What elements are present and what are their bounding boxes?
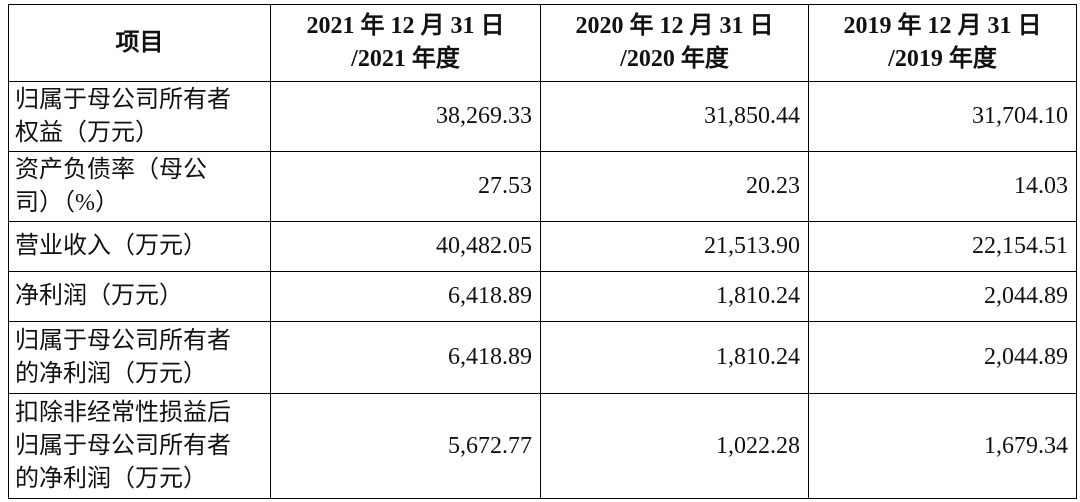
cell-text: 2,044.89 <box>984 344 1068 370</box>
row-label: 扣除非经常性损益后 归属于母公司所有者 的净利润（万元） <box>8 393 271 499</box>
value-cell: 2,044.89 <box>808 271 1077 322</box>
value-cell: 14.03 <box>808 151 1077 222</box>
cell-text: 5,672.77 <box>448 432 532 459</box>
cell-text: 40,482.05 <box>436 233 532 259</box>
value-cell: 2,044.89 <box>808 321 1077 394</box>
cell-text: 31,704.10 <box>972 103 1068 129</box>
table-row: 归属于母公司所有者 权益（万元） 38,269.33 31,850.44 31,704.… <box>8 81 1077 152</box>
header-cell: 2019 年 12 月 31 日/2019 年度 <box>808 4 1077 82</box>
financial-table: 项目 2021 年 12 月 31 日/2021 年度 2020 年 12 月 31… <box>8 4 1077 499</box>
cell-text: 1,022.28 <box>716 432 800 459</box>
header-row: 项目 2021 年 12 月 31 日/2021 年度 2020 年 12 月 31… <box>8 4 1077 82</box>
value-cell: 22,154.51 <box>808 221 1077 272</box>
table-row: 归属于母公司所有者 的净利润（万元） 6,418.89 1,810.24 2,044.8… <box>8 321 1077 394</box>
cell-text: /2019 年度 <box>888 46 997 72</box>
header-cell: 2020 年 12 月 31 日/2020 年度 <box>540 4 809 82</box>
value-cell: 1,810.24 <box>540 321 809 394</box>
value-cell: 40,482.05 <box>270 221 541 272</box>
value-cell: 6,418.89 <box>270 271 541 322</box>
row-label: 资产负债率（母公 司）（%） <box>8 151 271 222</box>
table-row: 营业收入（万元） 40,482.05 21,513.90 22,154.51 <box>8 221 1077 272</box>
cell-text: 的净利润（万元） <box>15 465 207 492</box>
cell-text: 14.03 <box>1014 173 1068 199</box>
row-label: 营业收入（万元） <box>8 221 271 272</box>
cell-text: 20.23 <box>746 173 800 199</box>
value-cell: 38,269.33 <box>270 81 541 152</box>
value-cell: 31,704.10 <box>808 81 1077 152</box>
table-body: 归属于母公司所有者 权益（万元） 38,269.33 31,850.44 31,704.… <box>8 81 1077 499</box>
cell-text: /2021 年度 <box>351 46 460 72</box>
cell-text: 1,810.24 <box>716 344 800 370</box>
value-cell: 1,022.28 <box>540 393 809 499</box>
table-row: 扣除非经常性损益后 归属于母公司所有者 的净利润（万元） 5,672.77 1,022.… <box>8 393 1077 499</box>
cell-text: 1,679.34 <box>984 432 1068 459</box>
cell-text: 权益（万元） <box>15 119 159 146</box>
header-cell: 项目 <box>8 4 271 82</box>
value-cell: 31,850.44 <box>540 81 809 152</box>
cell-text: 27.53 <box>478 173 532 199</box>
row-label: 归属于母公司所有者 权益（万元） <box>8 81 271 152</box>
cell-text: 2,044.89 <box>984 283 1068 309</box>
cell-text: 22,154.51 <box>972 233 1068 259</box>
value-cell: 5,672.77 <box>270 393 541 499</box>
cell-text: 2020 年 12 月 31 日 <box>575 13 774 39</box>
value-cell: 6,418.89 <box>270 321 541 394</box>
cell-text: 21,513.90 <box>704 233 800 259</box>
cell-text: 司）（%） <box>15 189 119 216</box>
cell-text: 38,269.33 <box>436 103 532 129</box>
cell-text: 6,418.89 <box>448 283 532 309</box>
cell-text: 1,810.24 <box>716 283 800 309</box>
cell-text: 6,418.89 <box>448 344 532 370</box>
cell-text: 2019 年 12 月 31 日 <box>843 13 1042 39</box>
cell-text: 归属于母公司所有者 <box>15 86 231 113</box>
cell-text: 的净利润（万元） <box>15 360 207 387</box>
cell-text: 净利润（万元） <box>15 283 183 309</box>
value-cell: 27.53 <box>270 151 541 222</box>
cell-text: 2021 年 12 月 31 日 <box>306 13 505 39</box>
cell-text: 31,850.44 <box>704 103 800 129</box>
value-cell: 1,810.24 <box>540 271 809 322</box>
cell-text: 资产负债率（母公 <box>15 156 207 183</box>
value-cell: 1,679.34 <box>808 393 1077 499</box>
cell-text: 项目 <box>115 29 164 56</box>
table-row: 净利润（万元） 6,418.89 1,810.24 2,044.89 <box>8 271 1077 322</box>
table-header: 项目 2021 年 12 月 31 日/2021 年度 2020 年 12 月 31… <box>8 4 1077 82</box>
table-row: 资产负债率（母公 司）（%） 27.53 20.23 14.03 <box>8 151 1077 222</box>
value-cell: 21,513.90 <box>540 221 809 272</box>
cell-text: 归属于母公司所有者 <box>15 432 231 459</box>
row-label: 净利润（万元） <box>8 271 271 322</box>
header-cell: 2021 年 12 月 31 日/2021 年度 <box>270 4 541 82</box>
cell-text: 归属于母公司所有者 <box>15 327 231 354</box>
cell-text: /2020 年度 <box>620 46 729 72</box>
row-label: 归属于母公司所有者 的净利润（万元） <box>8 321 271 394</box>
value-cell: 20.23 <box>540 151 809 222</box>
cell-text: 营业收入（万元） <box>15 233 207 259</box>
cell-text: 扣除非经常性损益后 <box>15 399 231 426</box>
